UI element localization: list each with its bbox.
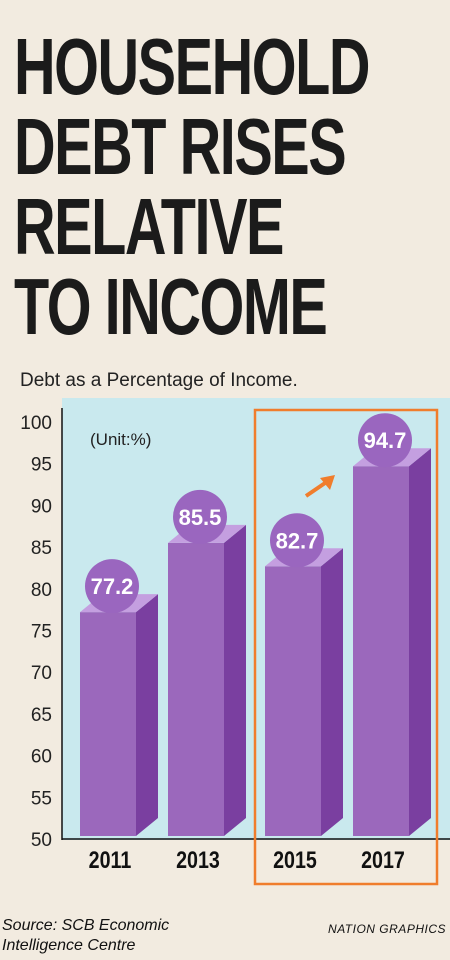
y-tick-label: 95: [31, 455, 52, 476]
bar-front: [265, 566, 321, 836]
source-line: Intelligence Centre: [2, 937, 136, 954]
bar-side: [136, 594, 158, 836]
data-label: 85.5: [179, 505, 222, 530]
value-badge: [85, 559, 139, 614]
source-line: Source: SCB Economic: [2, 917, 170, 934]
bar-side: [409, 448, 431, 836]
bar-front: [80, 612, 136, 836]
unit-label: (Unit:%): [90, 430, 151, 449]
value-badge: [358, 413, 412, 468]
data-label: 94.7: [364, 428, 407, 453]
title-line: TO INCOME: [14, 262, 328, 351]
bar-side: [224, 524, 246, 836]
highlight-box: [253, 408, 439, 886]
y-tick-label: 70: [31, 663, 52, 684]
bar-front: [168, 542, 224, 836]
y-tick-label: 75: [31, 622, 52, 643]
y-tick-label: 85: [31, 538, 52, 559]
y-tick-label: 100: [20, 413, 52, 434]
bar-2011: 77.2 2011: [80, 559, 158, 873]
bar-chart: 100 95 90 85 80 75 70 65 60 55 50 (Unit:%) 77.2 201…: [20, 398, 450, 886]
y-tick-label: 80: [31, 580, 52, 601]
title-line: RELATIVE: [14, 182, 284, 271]
y-tick-label: 50: [31, 830, 52, 851]
bar-2017: 94.7 2017: [353, 413, 431, 873]
y-tick-label: 65: [31, 705, 52, 726]
chart-title: HOUSEHOLD DEBT RISES RELATIVE TO INCOME: [14, 22, 371, 351]
bar-2013: 85.5 2013: [168, 489, 246, 873]
x-tick-label: 2011: [89, 846, 132, 873]
x-tick-label: 2015: [273, 846, 317, 873]
bar-front: [353, 466, 409, 836]
title-line: DEBT RISES: [14, 102, 347, 191]
y-axis-ticks: 100 95 90 85 80 75 70 65 60 55 50: [20, 413, 52, 851]
chart-subtitle: Debt as a Percentage of Income.: [20, 370, 298, 391]
y-tick-label: 60: [31, 747, 52, 768]
credit-label: NATION GRAPHICS: [328, 922, 446, 936]
x-tick-label: 2017: [361, 846, 405, 873]
trend-arrow: [304, 475, 335, 498]
y-tick-label: 90: [31, 496, 52, 517]
x-tick-label: 2013: [176, 846, 220, 873]
data-label: 82.7: [276, 528, 319, 553]
y-tick-label: 55: [31, 788, 52, 809]
source-note: Source: SCB Economic Intelligence Centre: [2, 916, 169, 956]
bar-2015: 82.7 2015: [265, 513, 343, 873]
bars-group: 77.2 2011 85.5 2013 82.7 2015 94.7 2017: [80, 413, 431, 873]
bar-side: [321, 548, 343, 836]
value-badge: [173, 489, 227, 544]
value-badge: [270, 513, 324, 568]
title-line: HOUSEHOLD: [14, 22, 371, 111]
data-label: 77.2: [91, 574, 134, 599]
